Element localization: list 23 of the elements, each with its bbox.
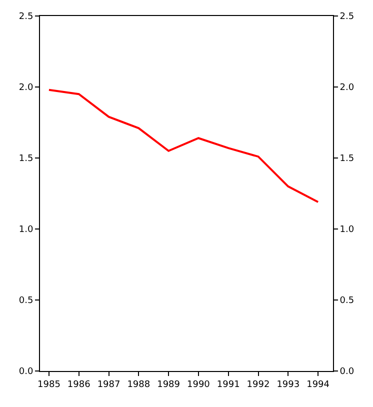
x-tick-label: 1988 [127,380,150,390]
y2-tick-label: 2.0 [340,83,354,94]
y2-tick-label: 1.0 [340,225,354,236]
y2-tick-label: 0.0 [340,367,354,378]
x-tick-label: 1994 [306,380,330,390]
y2-tick-label: 1.5 [340,154,354,164]
x-tick-label: 1986 [67,380,91,390]
x-tick-label: 1993 [276,380,300,390]
x-tick-label: 1992 [246,380,270,390]
y-tick-label: 1.5 [18,154,34,164]
y-tick-label: 1.0 [18,225,34,236]
x-tick-label: 1989 [157,380,180,390]
x-tick-label: 1990 [187,380,210,390]
y-tick-label: 2.5 [18,12,34,22]
x-tick-label: 1985 [38,380,60,390]
y2-tick-label: 2.5 [340,12,354,22]
x-tick-label: 1987 [97,380,120,390]
y-tick-label: 0.5 [18,296,34,306]
line-series [48,88,320,204]
y-tick-label: 0.0 [18,367,34,378]
x-tick-label: 1991 [216,380,240,390]
y-tick-label: 2.0 [18,83,34,94]
y2-tick-label: 0.5 [340,296,354,306]
